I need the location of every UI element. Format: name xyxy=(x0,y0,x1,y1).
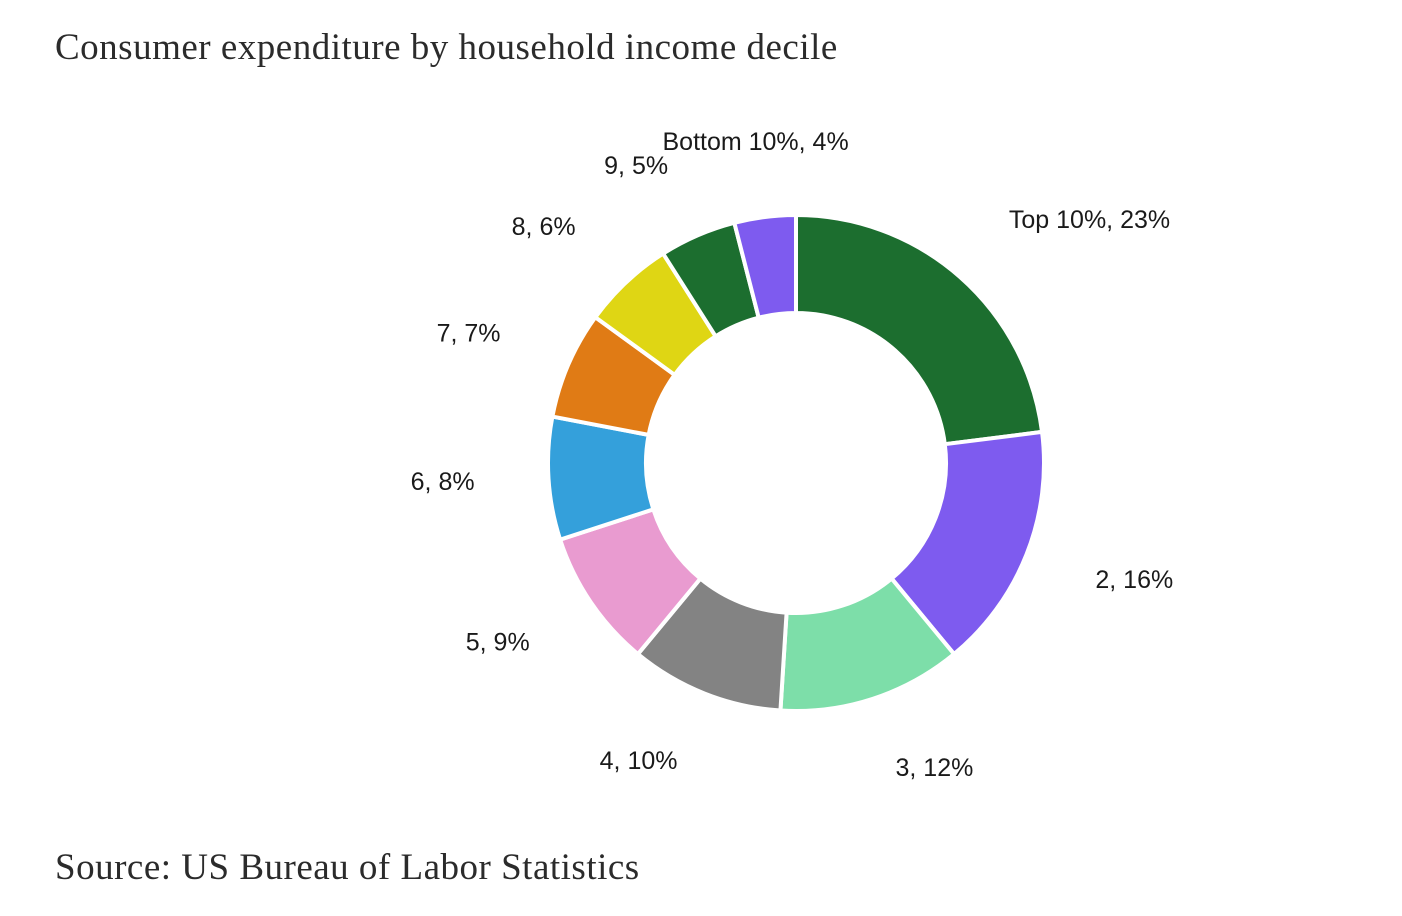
source-note: Source: US Bureau of Labor Statistics xyxy=(55,847,640,888)
slice-label: 9, 5% xyxy=(604,152,668,180)
slice-label: Bottom 10%, 4% xyxy=(662,128,848,156)
chart-title: Consumer expenditure by household income… xyxy=(55,27,838,68)
slice-label: 6, 8% xyxy=(411,468,475,496)
slice-top-10- xyxy=(794,213,1045,447)
slice-label: Top 10%, 23% xyxy=(1009,206,1170,234)
slice-label: 8, 6% xyxy=(512,213,576,241)
slice-label: 4, 10% xyxy=(600,747,678,775)
slice-label: 3, 12% xyxy=(896,754,974,782)
slice-label: 7, 7% xyxy=(437,320,501,348)
slice-label: 5, 9% xyxy=(466,629,530,657)
slice-bottom-10- xyxy=(732,213,798,320)
slice-label: 2, 16% xyxy=(1095,566,1173,594)
